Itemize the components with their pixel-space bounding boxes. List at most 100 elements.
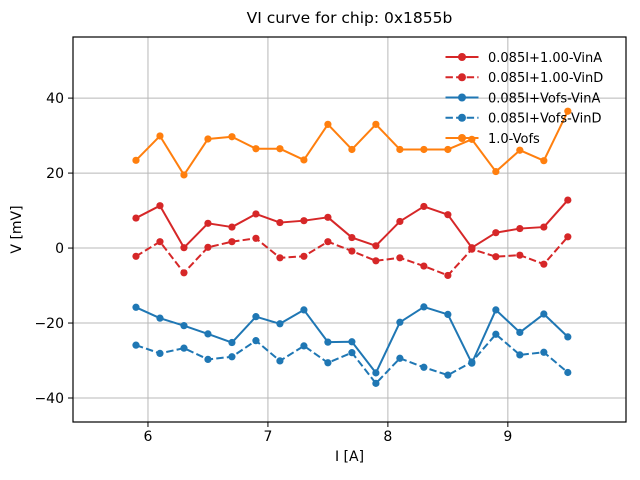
data-point-series-4 xyxy=(348,145,356,154)
series-layer xyxy=(132,107,572,387)
legend-label: 0.085I+1.00-VinD xyxy=(488,71,603,86)
data-point-series-3 xyxy=(132,341,140,349)
data-point-series-2 xyxy=(180,322,188,330)
data-point-series-0 xyxy=(396,217,404,226)
data-point-series-0 xyxy=(276,218,284,227)
data-point-series-3 xyxy=(564,368,572,377)
data-point-series-2 xyxy=(540,310,548,318)
data-point-series-3 xyxy=(228,353,236,361)
data-point-series-4 xyxy=(564,107,572,115)
data-point-series-1 xyxy=(204,243,212,251)
legend-label: 0.085I+Vofs-VinA xyxy=(488,91,601,106)
data-point-series-1 xyxy=(300,252,308,260)
data-point-series-0 xyxy=(564,196,572,204)
data-point-series-3 xyxy=(468,358,476,366)
data-point-series-0 xyxy=(300,217,308,225)
data-point-series-3 xyxy=(540,348,548,356)
data-point-series-2 xyxy=(156,314,164,322)
data-point-series-0 xyxy=(372,242,380,250)
legend-label: 1.0-Vofs xyxy=(488,132,540,147)
data-point-series-2 xyxy=(348,338,356,346)
data-point-series-3 xyxy=(348,349,356,357)
data-point-series-4 xyxy=(420,145,428,154)
data-point-series-1 xyxy=(372,257,380,265)
x-axis-label: I [A] xyxy=(335,449,364,465)
data-point-series-1 xyxy=(468,245,476,253)
y-tick-label: −20 xyxy=(34,316,64,332)
data-point-series-1 xyxy=(516,251,524,259)
data-point-series-1 xyxy=(396,254,404,262)
data-point-series-1 xyxy=(156,238,164,246)
data-point-series-0 xyxy=(156,202,164,210)
data-point-series-1 xyxy=(252,234,260,242)
legend-item: 0.085I+Vofs-VinD xyxy=(445,112,602,127)
data-point-series-2 xyxy=(324,338,332,346)
data-point-series-3 xyxy=(252,337,260,345)
y-tick-label: 20 xyxy=(46,166,64,182)
legend-label: 0.085I+Vofs-VinD xyxy=(488,112,602,127)
data-point-series-4 xyxy=(156,132,164,140)
axes-layer: 6 7 8 9 −40 −20 0 20 40 xyxy=(34,36,627,445)
data-point-series-0 xyxy=(492,229,500,237)
data-point-series-2 xyxy=(300,306,308,314)
data-point-series-2 xyxy=(372,369,380,377)
data-point-series-3 xyxy=(324,359,332,367)
data-point-series-4 xyxy=(372,120,380,128)
data-point-series-1 xyxy=(444,271,452,280)
data-point-series-0 xyxy=(324,213,332,221)
data-point-series-4 xyxy=(228,133,236,141)
data-point-series-3 xyxy=(372,379,380,387)
data-point-series-0 xyxy=(444,211,452,219)
data-point-series-3 xyxy=(300,342,308,350)
data-point-series-1 xyxy=(132,252,140,260)
legend-item: 1.0-Vofs xyxy=(445,132,540,147)
data-point-series-3 xyxy=(516,351,524,359)
data-point-series-3 xyxy=(420,363,428,371)
data-point-series-0 xyxy=(540,223,548,231)
data-point-series-4 xyxy=(540,157,548,165)
data-point-series-0 xyxy=(228,223,236,231)
chart-title: VI curve for chip: 0x1855b xyxy=(247,9,453,27)
data-point-series-0 xyxy=(516,224,524,233)
data-point-series-2 xyxy=(204,330,212,338)
y-tick-label: 40 xyxy=(46,91,64,107)
data-point-series-1 xyxy=(540,260,548,268)
data-point-series-2 xyxy=(276,320,284,328)
data-point-series-2 xyxy=(132,303,140,311)
data-point-series-4 xyxy=(204,135,212,143)
plot-border xyxy=(72,36,627,423)
data-point-series-1 xyxy=(228,238,236,246)
data-point-series-1 xyxy=(564,233,572,241)
legend-dashed-line-marker-icon xyxy=(458,113,466,122)
data-point-series-1 xyxy=(276,254,284,262)
data-point-series-2 xyxy=(228,338,236,347)
x-tick-label: 9 xyxy=(503,429,512,445)
data-point-series-1 xyxy=(348,247,356,255)
data-point-series-3 xyxy=(180,344,188,352)
legend-item: 0.085I+1.00-VinD xyxy=(445,71,603,86)
legend-solid-line-marker-icon xyxy=(458,53,466,61)
legend-item: 0.085I+1.00-VinA xyxy=(445,51,602,66)
data-point-series-4 xyxy=(396,145,404,154)
data-point-series-3 xyxy=(276,357,284,365)
data-point-series-2 xyxy=(564,333,572,341)
legend-item: 0.085I+Vofs-VinA xyxy=(445,91,601,106)
data-point-series-3 xyxy=(396,354,404,362)
data-point-series-1 xyxy=(492,253,500,261)
x-tick-label: 7 xyxy=(263,429,272,445)
data-point-series-3 xyxy=(492,330,500,338)
data-point-series-0 xyxy=(348,233,356,242)
data-point-series-4 xyxy=(180,171,188,179)
data-point-series-3 xyxy=(444,371,452,379)
data-point-series-0 xyxy=(132,214,140,222)
data-point-series-2 xyxy=(396,318,404,326)
x-tick-label: 8 xyxy=(383,429,392,445)
data-point-series-1 xyxy=(180,269,188,277)
y-tick-label: 0 xyxy=(55,241,64,257)
data-point-series-2 xyxy=(444,310,452,319)
data-point-series-4 xyxy=(252,145,260,153)
data-point-series-4 xyxy=(276,145,284,153)
x-tick-label: 6 xyxy=(144,429,153,445)
